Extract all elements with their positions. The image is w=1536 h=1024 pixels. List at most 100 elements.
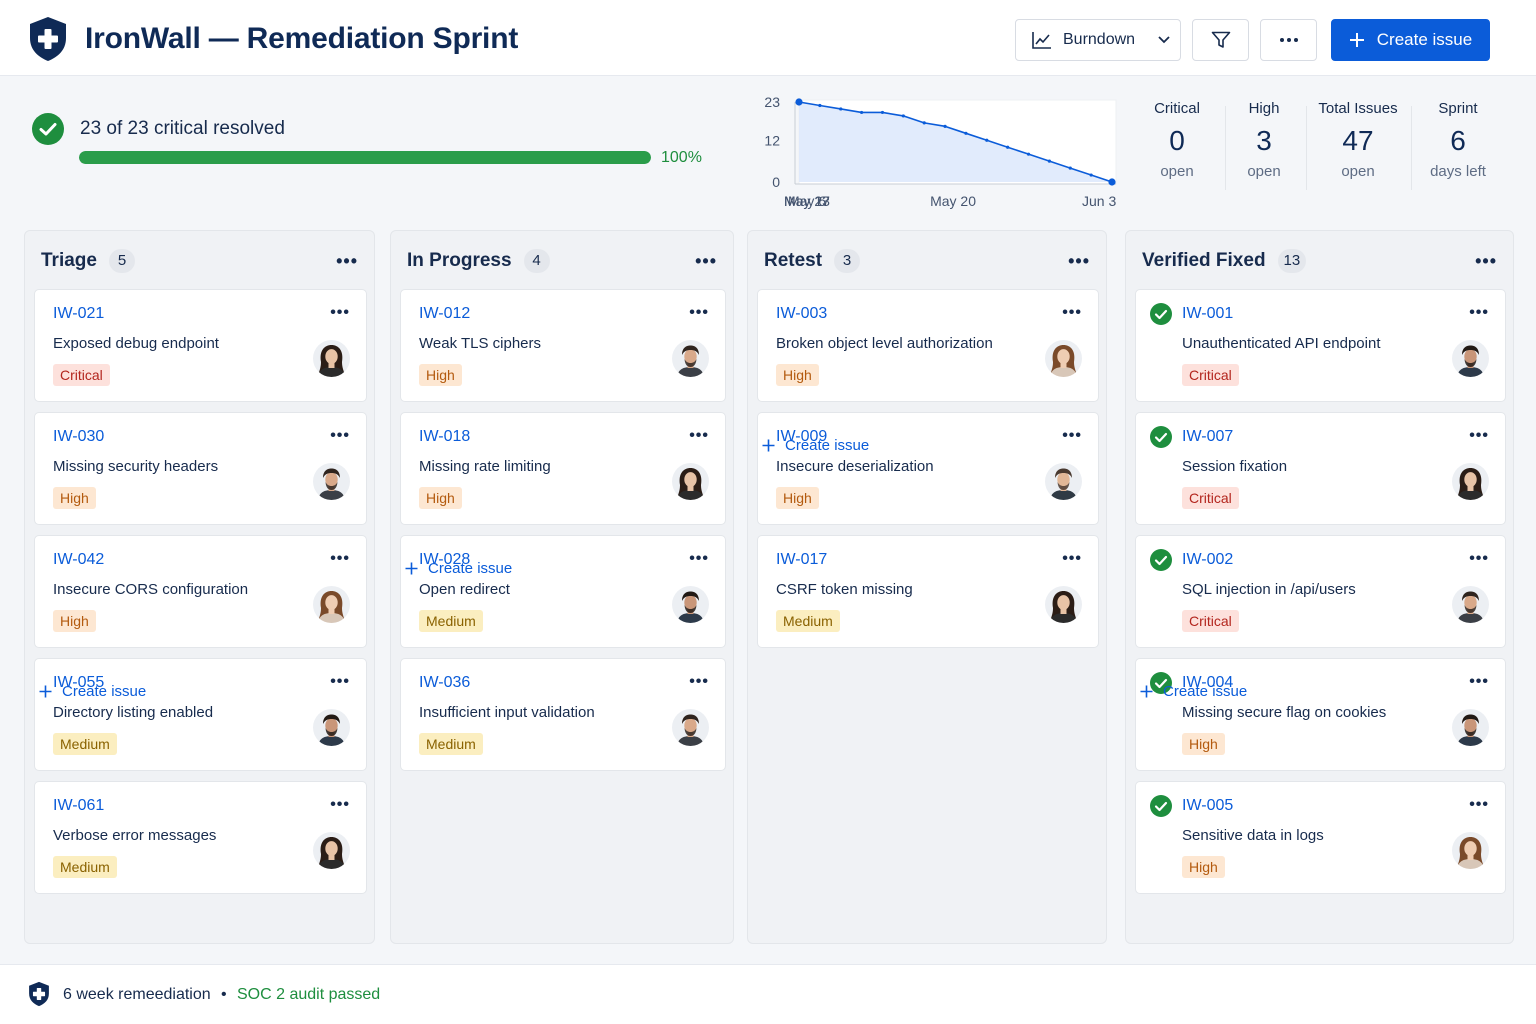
issue-key-link[interactable]: IW-004 [1182, 674, 1234, 691]
create-issue-link[interactable]: Create issue [1140, 683, 1247, 700]
issue-key-link[interactable]: IW-018 [419, 428, 471, 445]
issue-key-link[interactable]: IW-028 [419, 551, 471, 568]
stat-value: 6 [1450, 125, 1466, 156]
issue-card[interactable]: IW-007 Session fixation Critical ••• [1135, 412, 1506, 525]
issue-card[interactable]: IW-030 Missing security headers High ••• [34, 412, 367, 525]
check-circle-icon [1150, 426, 1172, 448]
column-verified-fixed: Verified Fixed 13 ••• IW-001 Unauthentic… [1125, 230, 1514, 944]
assignee-avatar[interactable] [1452, 340, 1489, 377]
assignee-avatar[interactable] [1045, 586, 1082, 623]
issue-card[interactable]: IW-028 Open redirect Medium ••• [400, 535, 726, 648]
card-more-button[interactable]: ••• [330, 427, 350, 444]
card-more-button[interactable]: ••• [689, 550, 709, 567]
issue-card[interactable]: IW-003 Broken object level authorization… [757, 289, 1099, 402]
burndown-point [1108, 178, 1116, 186]
issue-card[interactable]: IW-036 Insufficient input validation Med… [400, 658, 726, 771]
issue-card[interactable]: IW-042 Insecure CORS configuration High … [34, 535, 367, 648]
line-chart-icon [1032, 32, 1051, 49]
severity-badge: Critical [53, 364, 110, 386]
assignee-avatar[interactable] [313, 586, 350, 623]
card-more-button[interactable]: ••• [330, 673, 350, 690]
column-title: Triage [41, 250, 97, 271]
create-issue-link[interactable]: Create issue [39, 683, 146, 700]
column-more-button[interactable]: ••• [695, 251, 717, 271]
check-circle-icon [32, 113, 64, 145]
assignee-avatar[interactable] [1045, 340, 1082, 377]
card-more-button[interactable]: ••• [1469, 427, 1489, 444]
card-more-button[interactable]: ••• [1062, 427, 1082, 444]
severity-badge: Critical [1182, 364, 1239, 386]
issue-key-link[interactable]: IW-042 [53, 551, 105, 568]
assignee-avatar[interactable] [1452, 463, 1489, 500]
issue-key-link[interactable]: IW-007 [1182, 428, 1234, 445]
assignee-avatar[interactable] [672, 340, 709, 377]
issue-key-link[interactable]: IW-002 [1182, 551, 1234, 568]
assignee-avatar[interactable] [1452, 832, 1489, 869]
issue-card[interactable]: IW-061 Verbose error messages Medium ••• [34, 781, 367, 894]
issue-key-link[interactable]: IW-030 [53, 428, 105, 445]
create-issue-link[interactable]: Create issue [762, 437, 869, 454]
burndown-point [1068, 166, 1072, 170]
assignee-avatar[interactable] [1045, 463, 1082, 500]
issue-key-link[interactable]: IW-017 [776, 551, 828, 568]
assignee-avatar[interactable] [672, 463, 709, 500]
severity-badge: High [419, 487, 462, 509]
card-more-button[interactable]: ••• [689, 427, 709, 444]
issue-key-link[interactable]: IW-001 [1182, 305, 1234, 322]
assignee-avatar[interactable] [672, 709, 709, 746]
card-more-button[interactable]: ••• [1469, 550, 1489, 567]
issue-card[interactable]: IW-018 Missing rate limiting High ••• [400, 412, 726, 525]
card-more-button[interactable]: ••• [330, 550, 350, 567]
footer-bar: 6 week remeediation • SOC 2 audit passed [0, 964, 1536, 1024]
create-issue-button[interactable]: Create issue [1331, 19, 1490, 61]
issue-key-link[interactable]: IW-003 [776, 305, 828, 322]
issue-title: CSRF token missing [776, 581, 913, 598]
column-header: Retest 3 [764, 249, 861, 273]
assignee-avatar[interactable] [313, 463, 350, 500]
assignee-avatar[interactable] [1452, 586, 1489, 623]
card-more-button[interactable]: ••• [330, 304, 350, 321]
card-more-button[interactable]: ••• [330, 796, 350, 813]
burndown-dropdown[interactable]: Burndown [1015, 19, 1181, 61]
issue-card[interactable]: IW-009 Insecure deserialization High ••• [757, 412, 1099, 525]
issue-key-link[interactable]: IW-009 [776, 428, 828, 445]
issue-key-link[interactable]: IW-055 [53, 674, 105, 691]
card-more-button[interactable]: ••• [1469, 796, 1489, 813]
issue-card[interactable]: IW-017 CSRF token missing Medium ••• [757, 535, 1099, 648]
issue-card[interactable]: IW-055 Directory listing enabled Medium … [34, 658, 367, 771]
issue-card[interactable]: IW-005 Sensitive data in logs High ••• [1135, 781, 1506, 894]
issue-key-link[interactable]: IW-005 [1182, 797, 1234, 814]
column-more-button[interactable]: ••• [336, 251, 358, 271]
card-more-button[interactable]: ••• [689, 304, 709, 321]
severity-badge: High [419, 364, 462, 386]
severity-badge: Medium [53, 856, 117, 878]
column-more-button[interactable]: ••• [1068, 251, 1090, 271]
issue-key-link[interactable]: IW-021 [53, 305, 105, 322]
issue-key-link[interactable]: IW-012 [419, 305, 471, 322]
assignee-avatar[interactable] [672, 586, 709, 623]
chart-x-tick-label: May 13 [784, 193, 830, 209]
create-issue-label: Create issue [1376, 30, 1473, 49]
filter-button[interactable] [1192, 19, 1249, 61]
issue-card[interactable]: IW-004 Missing secure flag on cookies Hi… [1135, 658, 1506, 771]
issue-card[interactable]: IW-021 Exposed debug endpoint Critical •… [34, 289, 367, 402]
card-more-button[interactable]: ••• [689, 673, 709, 690]
assignee-avatar[interactable] [313, 340, 350, 377]
card-more-button[interactable]: ••• [1062, 550, 1082, 567]
issue-card[interactable]: IW-012 Weak TLS ciphers High ••• [400, 289, 726, 402]
create-issue-link[interactable]: Create issue [405, 560, 512, 577]
check-circle-icon [1150, 303, 1172, 325]
issue-key-link[interactable]: IW-036 [419, 674, 471, 691]
assignee-avatar[interactable] [1452, 709, 1489, 746]
assignee-avatar[interactable] [313, 832, 350, 869]
issue-card[interactable]: IW-002 SQL injection in /api/users Criti… [1135, 535, 1506, 648]
assignee-avatar[interactable] [313, 709, 350, 746]
more-options-button[interactable] [1260, 19, 1317, 61]
card-more-button[interactable]: ••• [1469, 304, 1489, 321]
card-more-button[interactable]: ••• [1469, 673, 1489, 690]
card-more-button[interactable]: ••• [1062, 304, 1082, 321]
issue-card[interactable]: IW-001 Unauthenticated API endpoint Crit… [1135, 289, 1506, 402]
issue-title: SQL injection in /api/users [1182, 581, 1356, 598]
issue-key-link[interactable]: IW-061 [53, 797, 105, 814]
column-more-button[interactable]: ••• [1475, 251, 1497, 271]
